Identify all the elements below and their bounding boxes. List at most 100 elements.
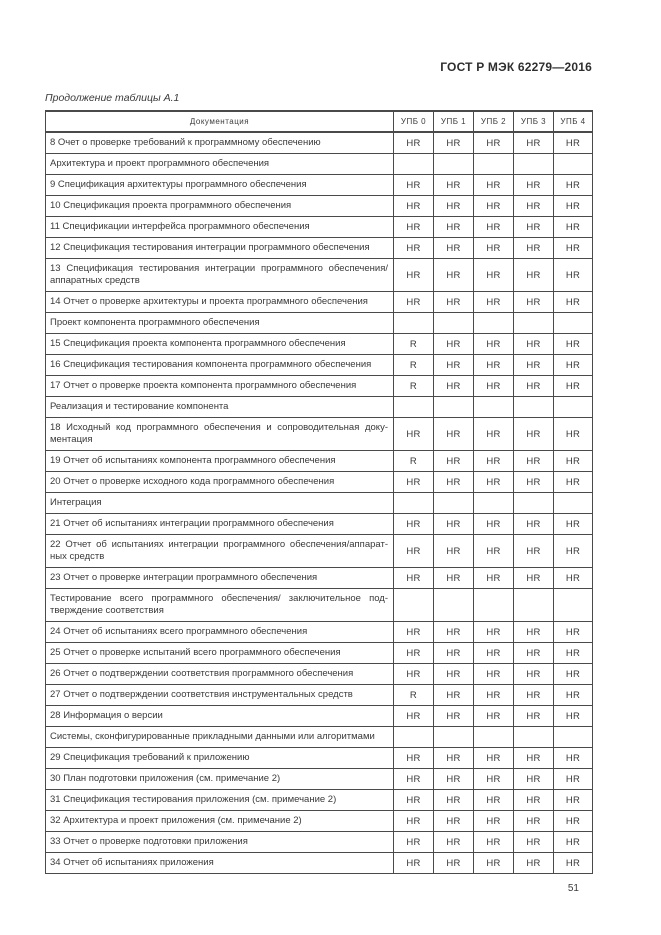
table-row: 23 Отчет о проверке интеграции программн… — [45, 567, 593, 589]
value-cell: HR — [553, 567, 593, 589]
value-cell — [393, 588, 434, 622]
column-header-upb0: УПБ 0 — [393, 110, 434, 133]
column-header-documentation: Документация — [45, 110, 394, 133]
doc-cell: 28 Информация о версии — [45, 705, 394, 727]
table-row: 32 Архитектура и проект приложения (см. … — [45, 810, 593, 832]
value-cell: HR — [433, 567, 474, 589]
table-row: 21 Отчет об испытаниях интеграции програ… — [45, 513, 593, 535]
value-cell — [393, 396, 434, 418]
doc-cell: 26 Отчет о подтверждении соответствия пр… — [45, 663, 394, 685]
value-cell: HR — [513, 216, 554, 238]
value-cell: HR — [553, 333, 593, 355]
value-cell: HR — [553, 195, 593, 217]
value-cell: R — [393, 375, 434, 397]
doc-cell: 10 Спецификация проекта программного обе… — [45, 195, 394, 217]
value-cell: HR — [553, 471, 593, 493]
value-cell — [433, 396, 474, 418]
column-header-upb1: УПБ 1 — [433, 110, 474, 133]
table-row: 24 Отчет об испытаниях всего программног… — [45, 621, 593, 643]
value-cell — [393, 492, 434, 514]
table-row: 15 Спецификация проекта компонента прогр… — [45, 333, 593, 355]
value-cell: HR — [393, 747, 434, 769]
table-row: 8 Очет о проверке требований к программн… — [45, 131, 593, 154]
value-cell — [513, 396, 554, 418]
value-cell: HR — [553, 513, 593, 535]
value-cell: HR — [513, 258, 554, 292]
value-cell: HR — [513, 852, 554, 874]
value-cell — [473, 726, 514, 748]
table-row: 17 Отчет о проверке проекта компонента п… — [45, 375, 593, 397]
table-body: 8 Очет о проверке требований к программн… — [45, 131, 593, 874]
table-row: 27 Отчет о подтверждении соответствия ин… — [45, 684, 593, 706]
value-cell: HR — [513, 747, 554, 769]
doc-cell: 32 Архитектура и проект приложения (см. … — [45, 810, 394, 832]
value-cell: HR — [473, 354, 514, 376]
value-cell: HR — [473, 684, 514, 706]
value-cell — [473, 396, 514, 418]
table-row: 30 План подготовки приложения (см. приме… — [45, 768, 593, 790]
value-cell: HR — [473, 131, 514, 154]
value-cell: HR — [473, 417, 514, 451]
value-cell: HR — [433, 216, 474, 238]
table-row: 29 Спецификация требований к приложению H… — [45, 747, 593, 769]
value-cell: HR — [553, 684, 593, 706]
value-cell — [433, 312, 474, 334]
value-cell: HR — [393, 195, 434, 217]
table-row: 31 Спецификация тестирования приложения … — [45, 789, 593, 811]
doc-cell: 16 Спецификация тестирования компонента … — [45, 354, 394, 376]
doc-cell: Архитектура и проект программного обеспе… — [45, 153, 394, 175]
value-cell — [553, 396, 593, 418]
value-cell: HR — [393, 621, 434, 643]
doc-cell: 11 Спецификации интерфейса программного … — [45, 216, 394, 238]
table-row: 22 Отчет об испытаниях интеграции програ… — [45, 534, 593, 568]
value-cell: HR — [433, 852, 474, 874]
value-cell: HR — [513, 684, 554, 706]
doc-cell: 17 Отчет о проверке проекта компонента п… — [45, 375, 394, 397]
value-cell: HR — [393, 417, 434, 451]
value-cell — [513, 312, 554, 334]
column-header-upb3: УПБ 3 — [513, 110, 554, 133]
doc-cell: 34 Отчет об испытаниях приложения — [45, 852, 394, 874]
doc-cell: Реализация и тестирование компонента — [45, 396, 394, 418]
doc-cell: 24 Отчет об испытаниях всего программног… — [45, 621, 394, 643]
value-cell: HR — [393, 534, 434, 568]
documentation-table: Документация УПБ 0 УПБ 1 УПБ 2 УПБ 3 УПБ… — [45, 110, 593, 874]
value-cell: HR — [433, 258, 474, 292]
value-cell — [553, 726, 593, 748]
table-header-row: Документация УПБ 0 УПБ 1 УПБ 2 УПБ 3 УПБ… — [45, 110, 593, 133]
doc-cell: 15 Спецификация проекта компонента прогр… — [45, 333, 394, 355]
value-cell — [553, 588, 593, 622]
value-cell: HR — [513, 567, 554, 589]
value-cell: HR — [513, 831, 554, 853]
value-cell: R — [393, 333, 434, 355]
doc-cell: 19 Отчет об испытаниях компонента програ… — [45, 450, 394, 472]
table-row: 9 Спецификация архитектуры программного … — [45, 174, 593, 196]
value-cell: HR — [393, 831, 434, 853]
value-cell: HR — [433, 705, 474, 727]
doc-cell: 33 Отчет о проверке подготовки приложени… — [45, 831, 394, 853]
value-cell — [433, 588, 474, 622]
value-cell: HR — [473, 333, 514, 355]
value-cell: HR — [513, 417, 554, 451]
value-cell: R — [393, 684, 434, 706]
value-cell: HR — [473, 621, 514, 643]
doc-cell: 27 Отчет о подтверждении соответствия ин… — [45, 684, 394, 706]
value-cell: HR — [553, 354, 593, 376]
table-row: Интеграция — [45, 492, 593, 514]
value-cell: HR — [553, 216, 593, 238]
value-cell: HR — [513, 513, 554, 535]
value-cell: HR — [473, 291, 514, 313]
value-cell — [553, 312, 593, 334]
value-cell: HR — [553, 831, 593, 853]
value-cell: HR — [513, 789, 554, 811]
table-row: 28 Информация о версии HR HR HR HR HR — [45, 705, 593, 727]
table-row: Проект компонента программного обеспечен… — [45, 312, 593, 334]
value-cell: HR — [473, 705, 514, 727]
page-number: 51 — [567, 883, 579, 894]
value-cell — [393, 726, 434, 748]
value-cell — [393, 312, 434, 334]
doc-cell: 21 Отчет об испытаниях интеграции програ… — [45, 513, 394, 535]
table-row: 25 Отчет о проверке испытаний всего прог… — [45, 642, 593, 664]
value-cell: HR — [553, 258, 593, 292]
value-cell: HR — [553, 642, 593, 664]
